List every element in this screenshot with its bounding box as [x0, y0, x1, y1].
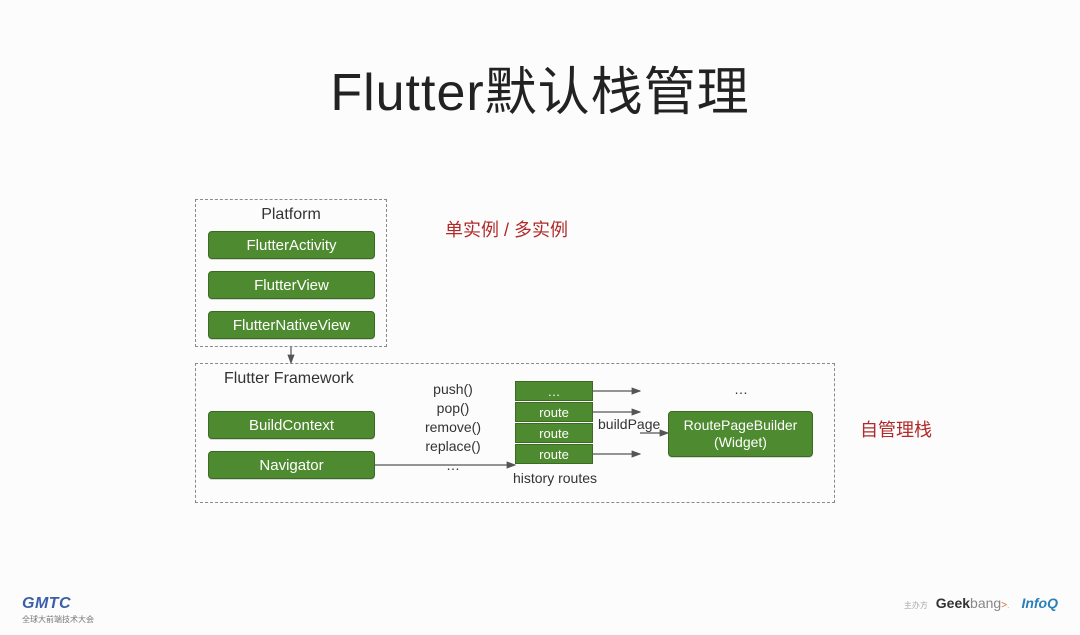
builder-line2: (Widget): [714, 434, 767, 452]
gmtc-sub: 全球大前端技术大会: [22, 614, 94, 625]
buildpage-label: buildPage: [598, 416, 660, 432]
gmtc-logo: GMTC: [22, 595, 71, 613]
route-stack-item-1: route: [515, 402, 593, 422]
route-stack-item-3: route: [515, 444, 593, 464]
route-stack-item-2: route: [515, 423, 593, 443]
slide-title: Flutter默认栈管理: [0, 50, 1080, 125]
framework-item-1: Navigator: [208, 451, 375, 479]
sponsor-pre: 主办方: [904, 601, 928, 610]
bang-text: bang: [970, 595, 1001, 611]
framework-item-0: BuildContext: [208, 411, 375, 439]
builder-line1: RoutePageBuilder: [684, 417, 798, 435]
platform-item-0: FlutterActivity: [208, 231, 375, 259]
instance-annotation: 单实例 / 多实例: [445, 216, 568, 242]
route-page-builder-box: RoutePageBuilder (Widget): [668, 411, 813, 457]
route-stack-item-0: …: [515, 381, 593, 401]
geek-text: Geek: [936, 595, 970, 611]
selfstack-annotation: 自管理栈: [860, 416, 932, 442]
platform-label: Platform: [196, 206, 386, 224]
builder-ellipsis: …: [734, 381, 748, 397]
infoq-logo: InfoQ: [1021, 595, 1058, 611]
sponsor-logos: 主办方 Geekbang>. InfoQ: [904, 595, 1058, 611]
platform-item-2: FlutterNativeView: [208, 311, 375, 339]
platform-item-1: FlutterView: [208, 271, 375, 299]
navigator-ops: push()pop()remove()replace()…: [408, 380, 498, 474]
history-routes-label: history routes: [495, 470, 615, 486]
footer: GMTC 全球大前端技术大会 主办方 Geekbang>. InfoQ: [0, 599, 1080, 623]
